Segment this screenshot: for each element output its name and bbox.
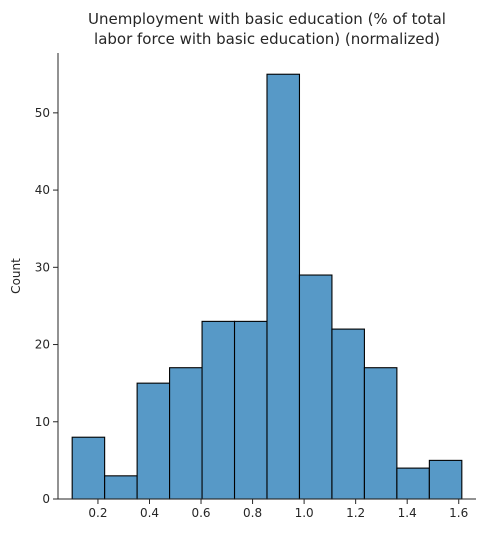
y-axis-ticks: 0 10 20 30 40 50 (35, 106, 58, 506)
histogram-bar-11 (396, 467, 430, 500)
y-axis-label: Count (9, 258, 23, 294)
y-tick-label: 0 (42, 492, 50, 506)
histogram-bar-10 (363, 367, 398, 500)
x-axis-ticks: 0.2 0.4 0.6 0.8 1.0 1.2 1.4 1.6 (88, 499, 468, 520)
y-tick-label: 40 (35, 183, 50, 197)
x-tick-label: 1.2 (346, 506, 365, 520)
histogram-bar-6 (233, 320, 268, 500)
chart-title: Unemployment with basic education (% of … (88, 10, 446, 48)
x-tick-label: 0.4 (140, 506, 159, 520)
histogram-bar-5 (201, 320, 236, 500)
chart-title-line-1: Unemployment with basic education (% of … (88, 10, 446, 28)
histogram-bar-7 (266, 73, 301, 500)
histogram-bar-8 (298, 274, 333, 500)
y-tick-label: 30 (35, 260, 50, 274)
chart-title-line-2: labor force with basic education) (norma… (94, 30, 440, 48)
x-tick-label: 0.2 (88, 506, 107, 520)
histogram-bar-12 (428, 459, 463, 500)
y-tick-label: 10 (35, 415, 50, 429)
histogram-bar-2 (104, 475, 138, 500)
x-tick-label: 1.0 (295, 506, 314, 520)
x-tick-label: 0.8 (243, 506, 262, 520)
histogram-bar-3 (136, 382, 171, 500)
x-tick-label: 0.6 (191, 506, 210, 520)
histogram-bar-4 (169, 367, 203, 500)
y-tick-label: 20 (35, 338, 50, 352)
x-tick-label: 1.6 (449, 506, 468, 520)
histogram-bar-9 (331, 328, 365, 500)
y-tick-label: 50 (35, 106, 50, 120)
x-tick-label: 1.4 (398, 506, 417, 520)
histogram-bar-1 (71, 436, 106, 500)
chart-axes (57, 53, 476, 500)
histogram-bars (71, 73, 463, 500)
